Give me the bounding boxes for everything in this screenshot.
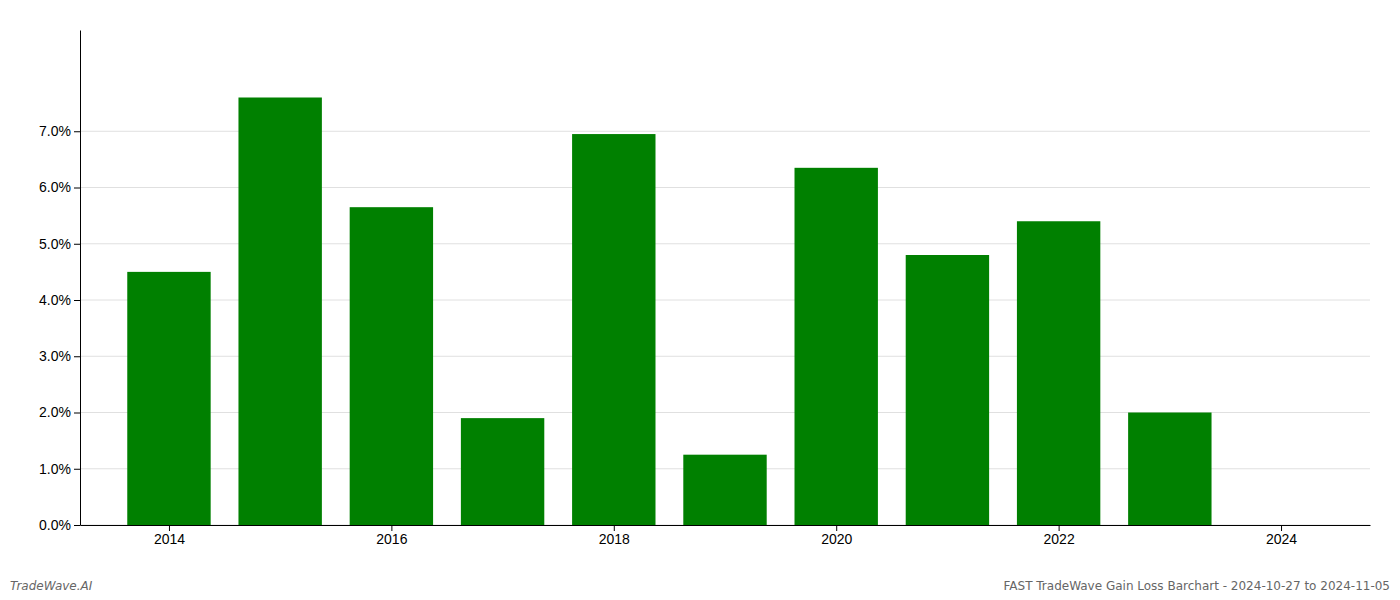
y-tick-label: 7.0%	[39, 123, 71, 139]
x-tick-label: 2014	[154, 531, 185, 547]
y-axis: 0.0% 1.0% 2.0% 3.0% 4.0% 5.0% 6.0% 7.0%	[39, 31, 80, 533]
y-tick-label: 1.0%	[39, 461, 71, 477]
x-axis-line	[81, 525, 1371, 526]
bar	[1128, 413, 1211, 526]
y-tick: 2.0%	[39, 404, 80, 420]
chart: 2014 2016 2018 2020 2022 2024 0.0% 1.0% 2.0% 3.0%…	[0, 0, 1400, 600]
bar	[127, 272, 210, 525]
y-tick-mark	[74, 131, 80, 132]
y-tick-mark	[74, 188, 80, 189]
bar	[350, 207, 433, 525]
x-tick-label: 2018	[599, 531, 630, 547]
x-tick-label: 2022	[1044, 531, 1075, 547]
x-tick: 2020	[821, 525, 852, 547]
y-tick: 4.0%	[39, 292, 80, 308]
bar	[1017, 221, 1100, 525]
y-tick-mark	[74, 413, 80, 414]
y-tick: 1.0%	[39, 461, 80, 477]
y-tick: 7.0%	[39, 123, 80, 139]
bar	[906, 255, 989, 525]
y-tick-label: 3.0%	[39, 348, 71, 364]
x-tick: 2014	[154, 525, 185, 547]
x-tick-label: 2020	[821, 531, 852, 547]
plot-area: 2014 2016 2018 2020 2022 2024 0.0% 1.0% 2.0% 3.0%…	[39, 31, 1370, 547]
y-tick: 3.0%	[39, 348, 80, 364]
bar	[238, 98, 321, 526]
bar	[461, 418, 544, 525]
y-tick: 5.0%	[39, 236, 80, 252]
bar	[795, 168, 878, 525]
y-tick: 0.0%	[39, 517, 80, 533]
y-tick-label: 2.0%	[39, 404, 71, 420]
bar	[683, 455, 766, 525]
x-axis: 2014 2016 2018 2020 2022 2024	[81, 525, 1371, 547]
footer-left: TradeWave.AI	[10, 579, 93, 593]
x-tick: 2024	[1266, 525, 1297, 547]
bar	[572, 134, 655, 525]
y-tick-label: 0.0%	[39, 517, 71, 533]
x-tick-label: 2024	[1266, 531, 1297, 547]
x-tick-label: 2016	[376, 531, 407, 547]
y-axis-line	[80, 31, 81, 526]
x-tick: 2016	[376, 525, 407, 547]
y-tick-mark	[74, 525, 80, 526]
y-tick-label: 4.0%	[39, 292, 71, 308]
y-tick-label: 5.0%	[39, 236, 71, 252]
y-tick: 6.0%	[39, 179, 80, 195]
y-tick-mark	[74, 300, 80, 301]
y-tick-label: 6.0%	[39, 179, 71, 195]
y-tick-mark	[74, 469, 80, 470]
footer-right: FAST TradeWave Gain Loss Barchart - 2024…	[1004, 579, 1390, 593]
bars	[127, 98, 1211, 526]
x-tick: 2018	[599, 525, 630, 547]
y-tick-mark	[74, 244, 80, 245]
x-tick: 2022	[1044, 525, 1075, 547]
y-tick-mark	[74, 356, 80, 357]
